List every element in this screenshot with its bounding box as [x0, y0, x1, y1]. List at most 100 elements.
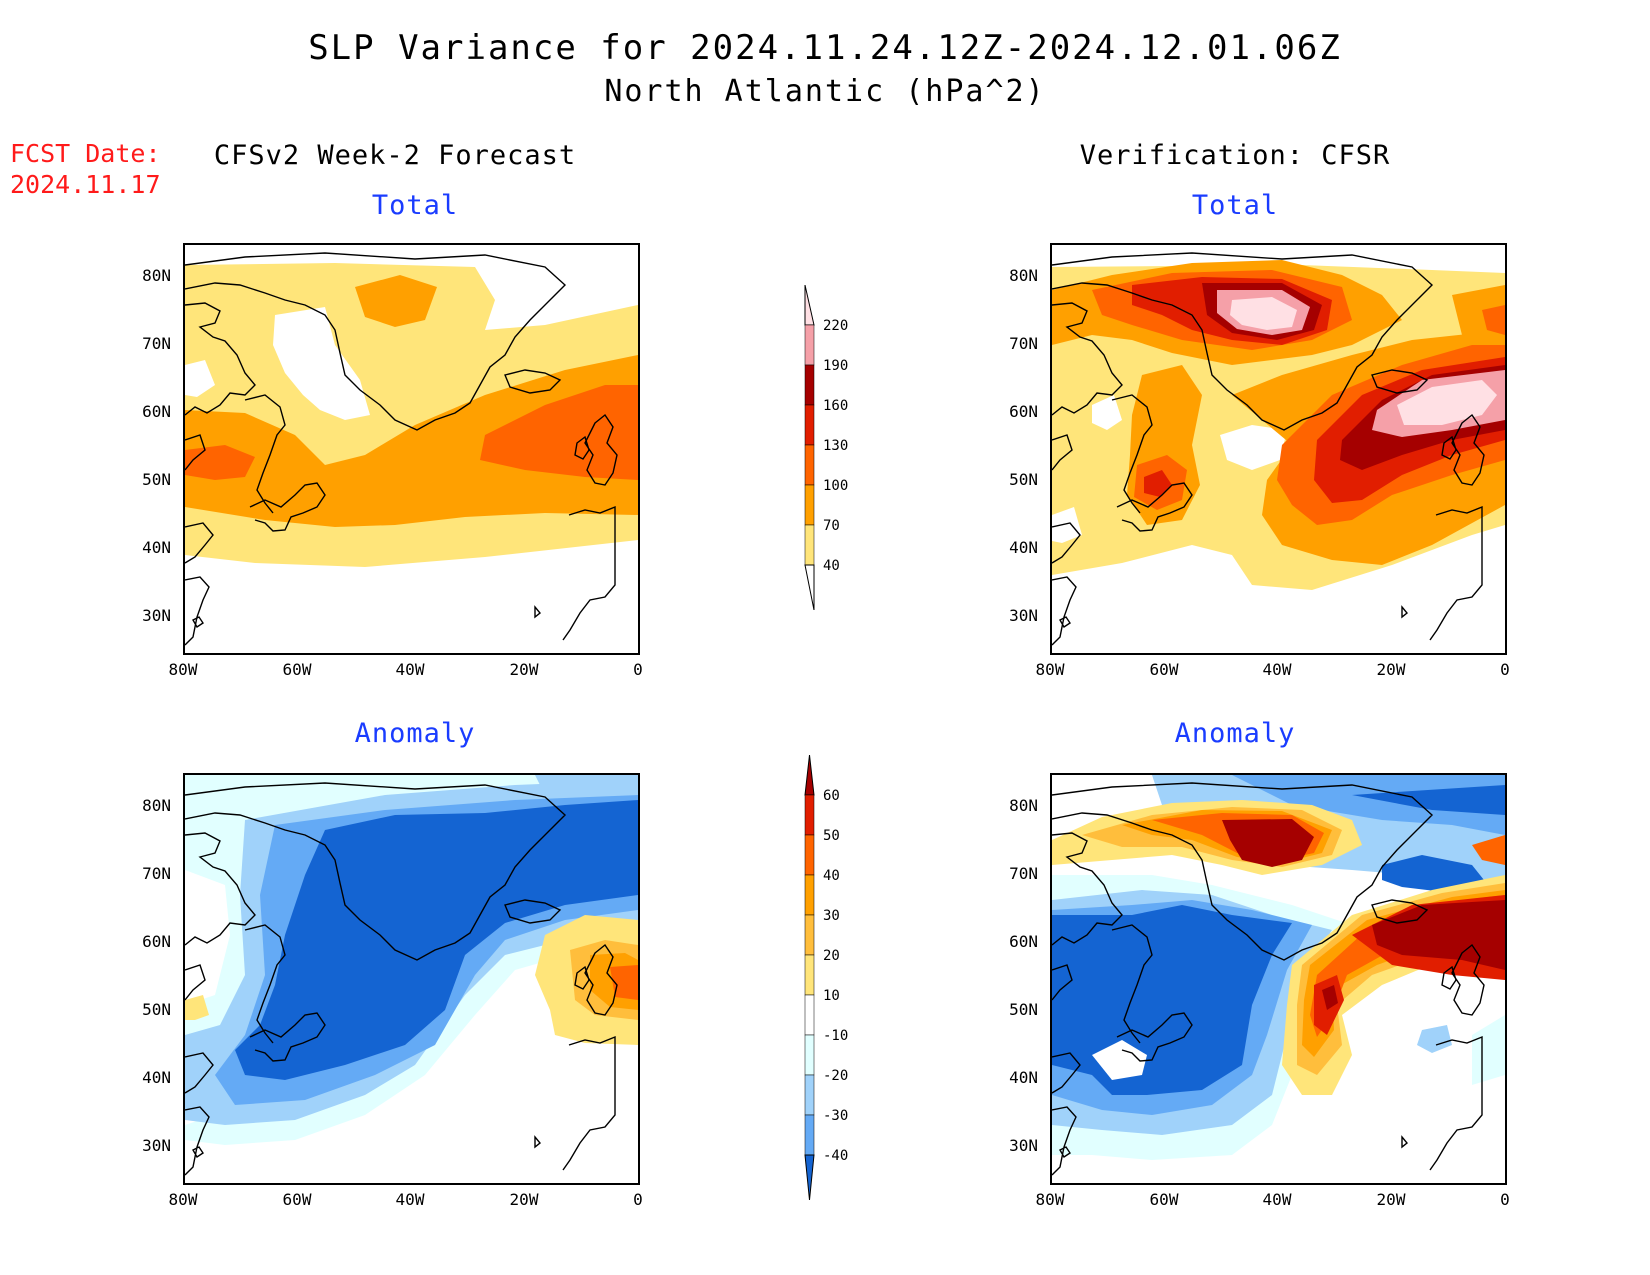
panel-title-top-left: Total	[371, 190, 459, 221]
lon-label: 40W	[395, 660, 425, 679]
verification-anomaly-field	[1052, 775, 1505, 1183]
map-verification-anomaly	[1050, 773, 1507, 1185]
lat-label: 60N	[1009, 932, 1038, 951]
colorbar-anomaly-label: -30	[823, 1108, 849, 1124]
colorbar-anomaly-swatch	[804, 874, 815, 916]
colorbar-anomaly-swatch	[804, 1074, 815, 1116]
colorbar-total-label: 70	[823, 518, 840, 534]
colorbar-anomaly-label: -20	[823, 1068, 849, 1084]
lat-label: 70N	[142, 334, 171, 353]
lat-label: 60N	[1009, 402, 1038, 421]
lon-label: 60W	[1149, 660, 1179, 679]
lon-label: 60W	[282, 660, 312, 679]
colorbar-total-label: 130	[823, 438, 849, 454]
right-column-title: Verification: CFSR	[1079, 140, 1391, 171]
lat-label: 40N	[142, 538, 171, 557]
fcst-date-label: FCST Date:	[10, 139, 161, 168]
colorbar-total-swatch	[804, 324, 815, 366]
colorbar-anomaly-swatch	[804, 1114, 815, 1156]
lon-label: 0	[1500, 1190, 1510, 1209]
colorbar-total-swatch	[804, 444, 815, 486]
lat-label: 40N	[1009, 538, 1038, 557]
lat-label: 50N	[1009, 470, 1038, 489]
colorbar-total-label: 190	[823, 358, 849, 374]
lat-label: 80N	[1009, 266, 1038, 285]
colorbar-anomaly-label: 40	[823, 868, 840, 884]
colorbar-anomaly-label: 20	[823, 948, 840, 964]
lon-label: 80W	[1035, 1190, 1065, 1209]
lat-label: 30N	[1009, 606, 1038, 625]
lon-label: 60W	[282, 1190, 312, 1209]
lat-label: 40N	[142, 1068, 171, 1087]
lat-label: 70N	[1009, 864, 1038, 883]
colorbar-anomaly-label: 30	[823, 908, 840, 924]
lon-label: 80W	[1035, 660, 1065, 679]
colorbar-anomaly-label: 10	[823, 988, 840, 1004]
lat-label: 30N	[1009, 1136, 1038, 1155]
colorbar-anomaly-label: 60	[823, 788, 840, 804]
lat-label: 80N	[142, 796, 171, 815]
lat-label: 80N	[1009, 796, 1038, 815]
lat-label: 40N	[1009, 1068, 1038, 1087]
colorbar-total	[804, 285, 815, 610]
map-forecast-anomaly	[183, 773, 640, 1185]
map-forecast-total	[183, 243, 640, 655]
lon-label: 80W	[168, 660, 198, 679]
colorbar-anomaly-swatch	[804, 954, 815, 996]
lon-label: 80W	[168, 1190, 198, 1209]
colorbar-anomaly-label: -10	[823, 1028, 849, 1044]
map-verification-total	[1050, 243, 1507, 655]
lat-label: 70N	[142, 864, 171, 883]
lat-label: 50N	[142, 470, 171, 489]
colorbar-anomaly-swatch	[804, 794, 815, 836]
forecast-anomaly-field	[185, 775, 638, 1183]
lon-label: 60W	[1149, 1190, 1179, 1209]
lat-label: 80N	[142, 266, 171, 285]
lon-label: 20W	[1376, 1190, 1406, 1209]
colorbar-anomaly-label: -40	[823, 1148, 849, 1164]
colorbar-total-label: 220	[823, 318, 849, 334]
figure-title: SLP Variance for 2024.11.24.12Z-2024.12.…	[308, 28, 1342, 68]
colorbar-anomaly	[804, 755, 815, 1200]
lon-label: 20W	[509, 1190, 539, 1209]
lat-label: 70N	[1009, 334, 1038, 353]
forecast-total-field	[185, 245, 638, 653]
colorbar-anomaly-swatch	[804, 834, 815, 876]
colorbar-total-swatch	[804, 484, 815, 526]
colorbar-anomaly-bottom-cap	[804, 1154, 815, 1200]
panel-title-bottom-left: Anomaly	[354, 718, 476, 749]
colorbar-total-swatch	[804, 524, 815, 566]
colorbar-total-swatch	[804, 364, 815, 406]
lon-label: 20W	[509, 660, 539, 679]
panel-title-top-right: Total	[1191, 190, 1279, 221]
lon-label: 20W	[1376, 660, 1406, 679]
colorbar-anomaly-top-cap	[804, 755, 815, 796]
colorbar-total-label: 160	[823, 398, 849, 414]
colorbar-total-swatch	[804, 404, 815, 446]
figure-subtitle: North Atlantic (hPa^2)	[604, 74, 1046, 109]
left-column-title: CFSv2 Week-2 Forecast	[213, 140, 577, 171]
colorbar-total-top-cap	[804, 285, 815, 326]
lon-label: 40W	[1262, 1190, 1292, 1209]
fcst-date-value: 2024.11.17	[10, 170, 161, 199]
lon-label: 0	[1500, 660, 1510, 679]
colorbar-total-bottom-cap	[804, 564, 815, 610]
lat-label: 50N	[142, 1000, 171, 1019]
colorbar-anomaly-swatch	[804, 914, 815, 956]
lon-label: 0	[633, 660, 643, 679]
verification-total-field	[1052, 245, 1505, 653]
lat-label: 60N	[142, 402, 171, 421]
lat-label: 60N	[142, 932, 171, 951]
panel-title-bottom-right: Anomaly	[1174, 718, 1296, 749]
lat-label: 50N	[1009, 1000, 1038, 1019]
colorbar-anomaly-swatch	[804, 1034, 815, 1076]
colorbar-anomaly-swatch	[804, 994, 815, 1036]
lon-label: 40W	[395, 1190, 425, 1209]
colorbar-total-label: 100	[823, 478, 849, 494]
colorbar-anomaly-label: 50	[823, 828, 840, 844]
lat-label: 30N	[142, 1136, 171, 1155]
fcst-date-block: FCST Date: 2024.11.17	[10, 138, 161, 200]
lon-label: 0	[633, 1190, 643, 1209]
colorbar-total-label: 40	[823, 558, 840, 574]
lon-label: 40W	[1262, 660, 1292, 679]
